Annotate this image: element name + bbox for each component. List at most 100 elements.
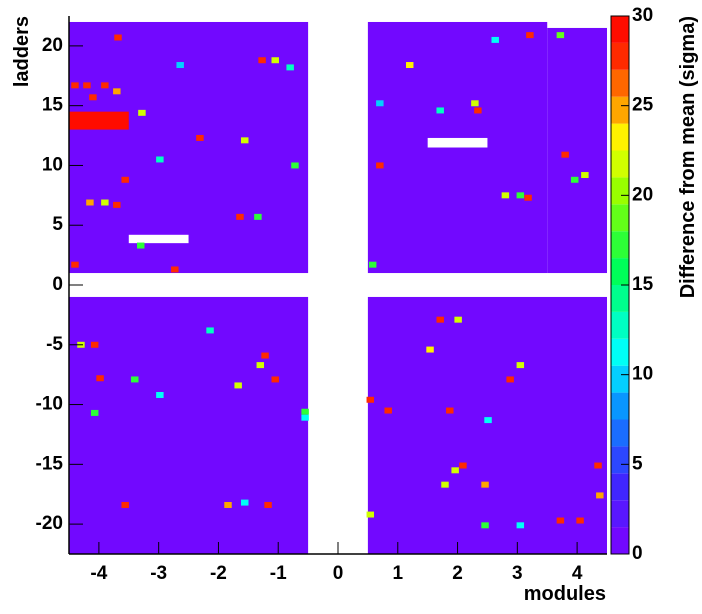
x-tick-label: -3 (150, 563, 167, 584)
empty-region (128, 234, 189, 244)
colorbar-band (611, 473, 629, 501)
heat-cell (101, 82, 109, 89)
heat-cell (90, 341, 99, 348)
heat-cell (459, 462, 467, 469)
y-tick-label: 15 (42, 95, 64, 116)
x-tick-label: 4 (572, 563, 583, 584)
heat-cell (113, 201, 121, 208)
heat-cell (224, 501, 232, 508)
colorbar-band (611, 204, 629, 232)
heat-cell (286, 64, 294, 71)
heat-cell (368, 261, 377, 268)
colorbar-band (611, 446, 629, 474)
heat-cell (234, 382, 242, 389)
heat-cell (405, 62, 414, 69)
colorbar-tick-label: 0 (632, 543, 643, 564)
data-region (69, 111, 129, 130)
heat-cell (254, 213, 262, 220)
colorbar-band (611, 231, 629, 259)
heat-cell (376, 100, 384, 107)
heat-cell (83, 82, 91, 89)
heat-cell (441, 481, 449, 488)
y-tick-label: -15 (36, 453, 64, 474)
heat-cell (581, 172, 589, 178)
heat-cell (171, 266, 179, 273)
heat-cell (426, 346, 434, 353)
heat-cell (570, 176, 579, 183)
heat-cell (136, 242, 145, 249)
heat-cell (481, 481, 489, 488)
x-tick-label: 3 (512, 563, 523, 584)
heat-cell (366, 396, 375, 403)
x-tick-label: 0 (333, 563, 344, 584)
heat-cell (138, 109, 146, 116)
y-axis-title: ladders (11, 16, 33, 87)
heat-cell (506, 376, 514, 383)
heat-cell (121, 501, 129, 508)
heat-cell (271, 57, 279, 64)
heat-cell (516, 192, 525, 199)
heat-cell (481, 522, 489, 529)
heat-cell (271, 376, 279, 383)
heat-cell (96, 375, 104, 382)
heat-cell (101, 199, 109, 206)
heat-cell (291, 162, 299, 169)
heat-cell (206, 327, 214, 334)
y-tick-label: 10 (42, 154, 63, 175)
y-tick-label: 5 (52, 214, 63, 235)
x-axis-title: modules (524, 583, 606, 605)
colorbar-tick-label: 25 (632, 95, 654, 116)
colorbar-tick-label: 30 (632, 5, 653, 26)
heat-cell (384, 407, 392, 414)
x-tick-label: 2 (452, 563, 463, 584)
colorbar-band (611, 338, 629, 366)
colorbar-tick-label: 10 (632, 364, 653, 385)
heat-cell (516, 362, 525, 369)
heat-cell (594, 462, 602, 469)
heat-cell (491, 36, 499, 43)
y-tick-label: 0 (52, 274, 63, 295)
data-region (367, 296, 607, 554)
heat-cell (264, 501, 272, 508)
heat-cell (451, 467, 459, 474)
heat-cell (236, 213, 244, 220)
heat-cell (526, 32, 534, 39)
heat-cell (524, 194, 532, 201)
y-tick-label: -5 (46, 334, 63, 355)
plot-area (69, 21, 607, 554)
heat-cell (556, 517, 565, 524)
colorbar-band (611, 96, 629, 124)
colorbar-tick-label: 15 (632, 274, 654, 295)
heat-cell (241, 137, 249, 144)
heat-cell (501, 192, 510, 199)
colorbar-band (611, 392, 629, 420)
y-tick-label: -10 (36, 394, 63, 415)
heat-cell (446, 407, 454, 414)
heat-cell (474, 107, 482, 114)
heat-cell (114, 34, 122, 41)
heat-cell (471, 100, 479, 107)
heat-cell (436, 316, 444, 323)
heat-cell (121, 176, 129, 183)
heat-cell (86, 199, 94, 206)
heat-cell (561, 151, 569, 158)
heat-cell (376, 162, 384, 169)
heat-cell (71, 261, 79, 268)
x-tick-label: -4 (90, 563, 107, 584)
colorbar-band (611, 365, 629, 393)
colorbar-band (611, 16, 629, 43)
heat-cell (301, 414, 309, 421)
colorbar-tick-label: 20 (632, 184, 653, 205)
heat-cell (176, 62, 184, 69)
heat-cell (89, 94, 97, 101)
heat-cell (113, 88, 121, 95)
heat-cell (241, 499, 249, 506)
colorbar-band (611, 527, 629, 554)
heat-cell (484, 417, 492, 424)
colorbar-band (611, 177, 629, 205)
heat-cell (576, 517, 584, 524)
colorbar-band (611, 500, 629, 528)
colorbar-band (611, 419, 629, 447)
heat-cell (556, 32, 565, 39)
